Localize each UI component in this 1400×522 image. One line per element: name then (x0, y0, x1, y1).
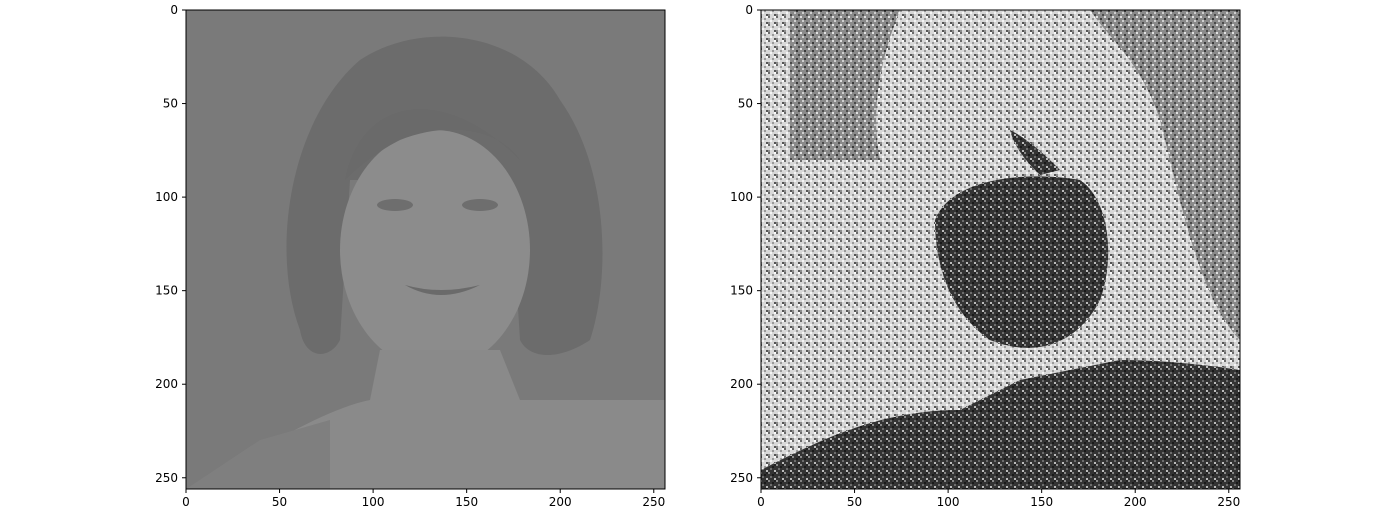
x-tick-label: 200 (549, 495, 572, 509)
x-tick-label: 200 (1124, 495, 1147, 509)
y-tick-label: 150 (730, 284, 753, 298)
y-tick-label: 50 (738, 97, 753, 111)
x-tick-label: 0 (757, 495, 765, 509)
x-tick-label: 100 (362, 495, 385, 509)
y-tick-label: 250 (730, 471, 753, 485)
y-tick-label: 0 (745, 3, 753, 17)
y-tick-label: 200 (730, 377, 753, 391)
y-tick-label: 100 (730, 190, 753, 204)
y-tick-label: 100 (155, 190, 178, 204)
x-tick-label: 150 (455, 495, 478, 509)
right-image (761, 10, 1240, 489)
y-tick-label: 50 (163, 97, 178, 111)
right-axes-frame (760, 9, 1241, 490)
left-image (186, 10, 665, 489)
left-ticks: 0 50 100 150 200 250 0 50 100 150 200 250 (155, 3, 665, 509)
x-tick-label: 150 (1030, 495, 1053, 509)
y-tick-label: 0 (170, 3, 178, 17)
y-tick-label: 250 (155, 471, 178, 485)
y-tick-label: 150 (155, 284, 178, 298)
right-ticks: 0 50 100 150 200 250 0 50 100 150 200 250 (730, 3, 1240, 509)
x-tick-label: 0 (182, 495, 190, 509)
left-axes-frame (185, 9, 666, 490)
y-tick-label: 200 (155, 377, 178, 391)
x-tick-label: 50 (847, 495, 862, 509)
x-tick-label: 100 (937, 495, 960, 509)
x-tick-label: 50 (272, 495, 287, 509)
x-tick-label: 250 (1217, 495, 1240, 509)
x-tick-label: 250 (642, 495, 665, 509)
